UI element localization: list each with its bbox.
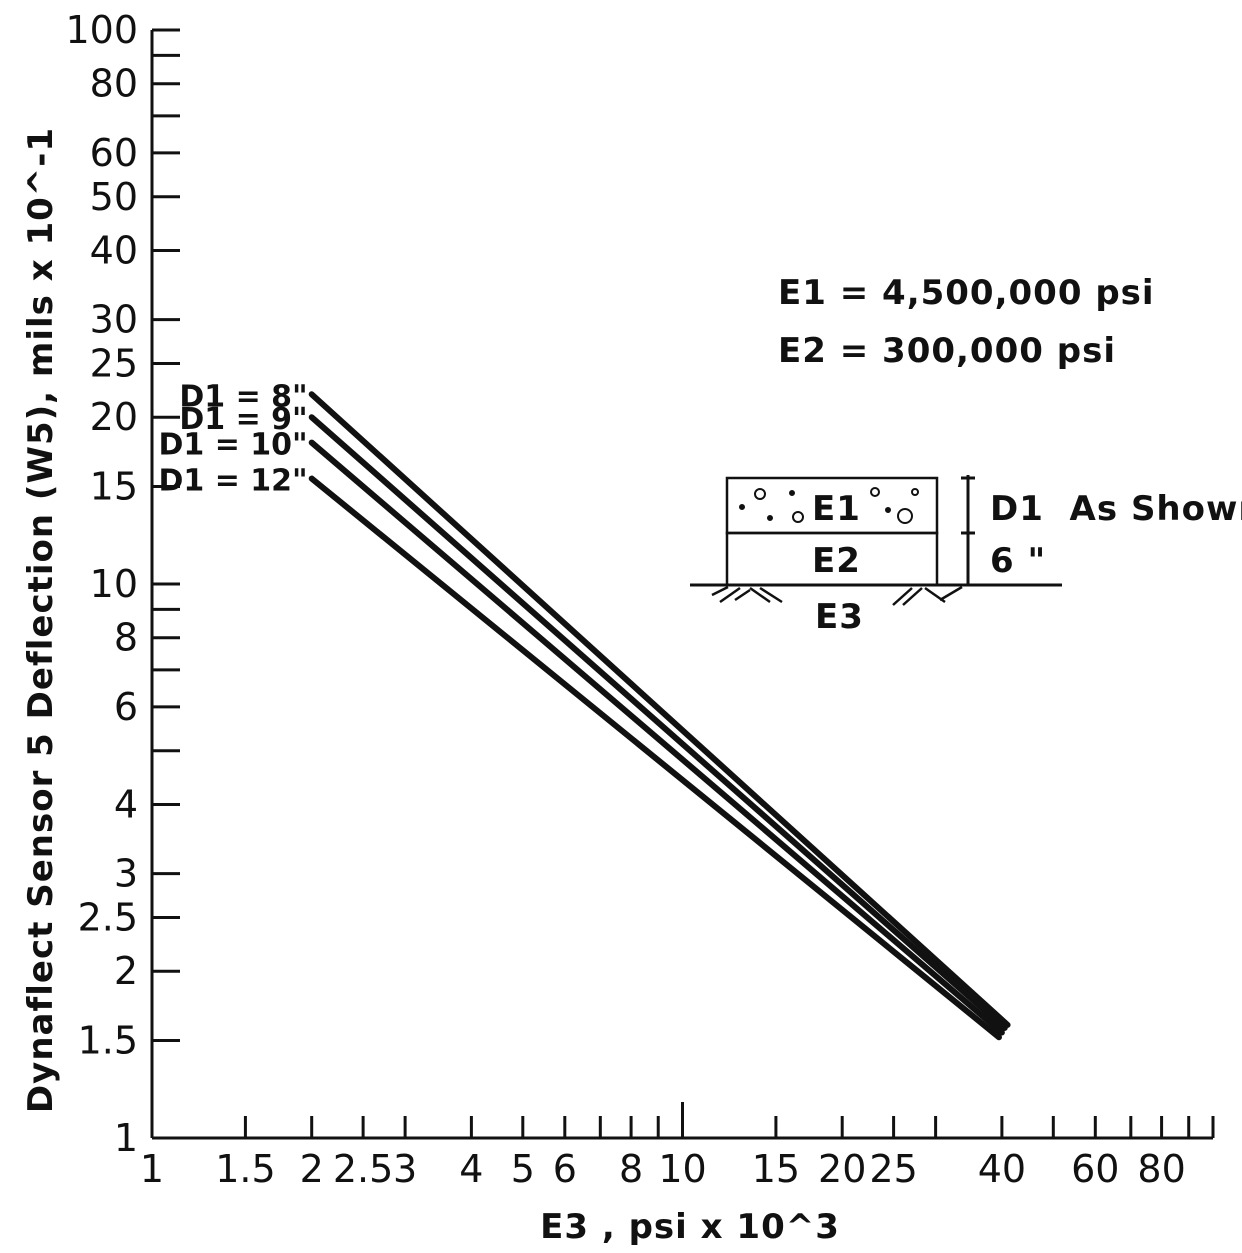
x-tick-label: 60 xyxy=(1071,1147,1119,1191)
y-tick-label: 50 xyxy=(90,175,138,219)
series-line-2 xyxy=(308,414,1008,1031)
x-tick-label: 3 xyxy=(393,1147,417,1191)
x-tick-label: 20 xyxy=(818,1147,866,1191)
series-label-4: D1 = 12" xyxy=(159,464,308,499)
x-tick-label: 25 xyxy=(869,1147,917,1191)
y-tick-label: 1 xyxy=(114,1116,138,1160)
y-axis-title: Dynaflect Sensor 5 Deflection (W5), mils… xyxy=(21,127,61,1113)
x-tick-label: 40 xyxy=(978,1147,1026,1191)
y-tick-label: 100 xyxy=(65,8,138,52)
series-label-1: D1 = 8" xyxy=(179,379,307,414)
x-tick-label: 1 xyxy=(140,1147,164,1191)
series-line-3 xyxy=(308,439,1005,1036)
annotation-e1: E1 = 4,500,000 psi xyxy=(778,273,1155,313)
x-tick-label: 15 xyxy=(752,1147,800,1191)
x-tick-label: 2.5 xyxy=(333,1147,393,1191)
x-tick-label: 6 xyxy=(553,1147,577,1191)
pavement-section-inset: E1 E2 E3 D1 As Shown 6 " xyxy=(690,475,1242,637)
y-tick-label: 10 xyxy=(90,562,138,606)
inset-aggregate xyxy=(739,487,919,524)
inset-label-e1: E1 xyxy=(812,489,861,529)
y-tick-label: 80 xyxy=(90,62,138,106)
x-tick-label: 5 xyxy=(511,1147,535,1191)
series-label-3: D1 = 10" xyxy=(159,428,308,463)
y-tick-label: 8 xyxy=(114,616,138,660)
y-tick-label: 30 xyxy=(90,298,138,342)
x-tick-label: 10 xyxy=(658,1147,706,1191)
series-lines xyxy=(308,391,1011,1041)
y-tick-label: 4 xyxy=(114,782,138,826)
y-tick-label: 2.5 xyxy=(78,896,138,940)
y-tick-label: 2 xyxy=(114,949,138,993)
x-tick-label: 80 xyxy=(1137,1147,1185,1191)
y-tick-label: 40 xyxy=(90,228,138,272)
series-label-2: D1 = 9" xyxy=(179,402,307,437)
x-tick-label: 2 xyxy=(300,1147,324,1191)
inset-thickness-6in: 6 " xyxy=(990,541,1046,581)
y-tick-label: 25 xyxy=(90,342,138,386)
x-axis-ticks: 1 1.5 2 2.5 3 4 5 6 8 10 15 20 25 40 60 80 xyxy=(140,1102,1215,1191)
inset-label-e2: E2 xyxy=(812,541,861,581)
inset-thickness-d1: D1 As Shown xyxy=(990,489,1242,529)
y-tick-label: 15 xyxy=(90,464,138,508)
series-line-4 xyxy=(308,475,1002,1041)
y-tick-label: 60 xyxy=(90,131,138,175)
x-tick-label: 1.5 xyxy=(215,1147,275,1191)
x-tick-label: 4 xyxy=(459,1147,483,1191)
series-labels: D1 = 8"D1 = 9"D1 = 10"D1 = 12" xyxy=(159,379,308,498)
y-tick-label: 3 xyxy=(114,852,138,896)
inset-soil-hatch xyxy=(711,585,963,606)
inset-label-e3: E3 xyxy=(815,597,864,637)
y-tick-label: 1.5 xyxy=(78,1018,138,1062)
y-tick-label: 20 xyxy=(90,395,138,439)
annotation-e2: E2 = 300,000 psi xyxy=(778,331,1116,371)
series-line-1 xyxy=(308,391,1011,1028)
x-axis-title: E3 , psi x 10^3 xyxy=(540,1207,840,1247)
y-tick-label: 6 xyxy=(114,685,138,729)
x-tick-label: 8 xyxy=(619,1147,643,1191)
